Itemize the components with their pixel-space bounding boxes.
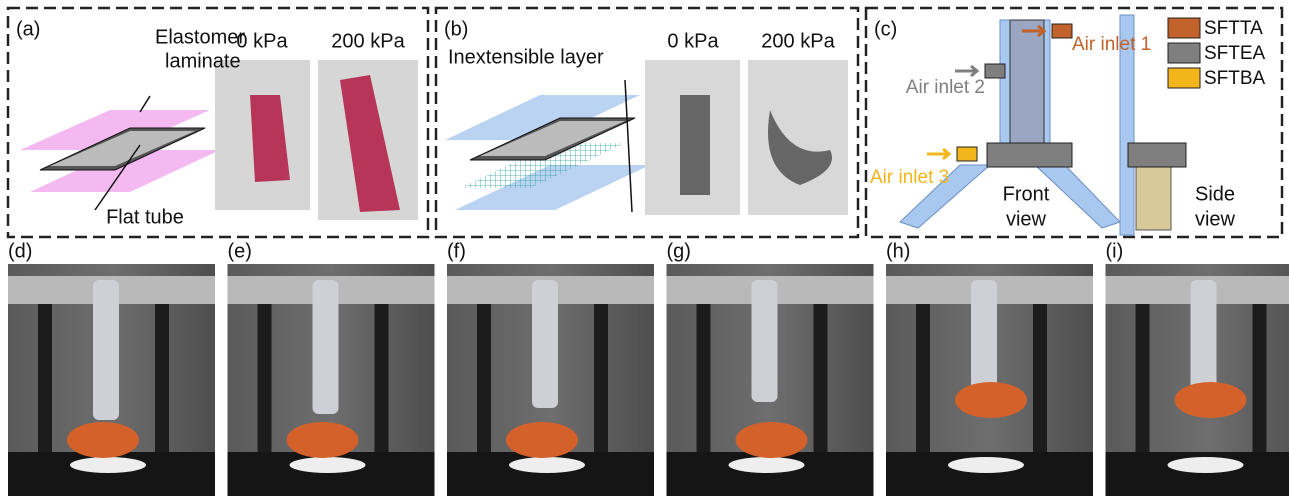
inlet [985,64,1005,78]
inlet [957,147,977,161]
schematic-b [445,80,650,212]
panel-label: (e) [228,240,252,262]
schematic-a [20,96,220,210]
legend-label: SFTBA [1204,68,1266,89]
base [290,457,366,473]
arrow [927,149,949,159]
panel-label: (f) [447,240,466,262]
label: laminate [165,50,241,72]
panel-label: (h) [886,240,910,262]
legend-swatch [1168,68,1200,88]
post [155,304,169,454]
post [594,304,608,454]
post [1033,304,1047,454]
panel-label: (a) [16,18,40,40]
panel-label: (g) [667,240,691,262]
gripper [1191,280,1217,390]
post [477,304,491,454]
gripper [313,280,339,414]
post [697,304,711,454]
inlet-label: Air inlet 2 [906,77,985,98]
label: Front [1003,183,1050,205]
label: 0 kPa [667,30,719,52]
panel-label: (c) [874,18,897,40]
base [509,457,585,473]
label: Flat tube [106,206,184,228]
photo-row [8,264,1289,496]
post [814,304,828,454]
label: 200 kPa [331,30,405,52]
post [1136,304,1150,454]
gripper [532,280,558,408]
panel-label: (b) [444,18,468,40]
capybara [287,422,359,458]
inlet [1052,24,1072,38]
label: Inextensible layer [448,46,604,68]
base [70,457,146,473]
label: 200 kPa [761,30,835,52]
label: Elastomer [155,26,245,48]
base [729,457,805,473]
label: view [1195,208,1236,230]
base [1168,457,1244,473]
capybara [1175,382,1247,418]
post [38,304,52,454]
panel-label: (d) [8,240,32,262]
legend-label: SFTTA [1204,18,1263,39]
legend-swatch [1168,43,1200,63]
post [258,304,272,454]
post [375,304,389,454]
post [1253,304,1267,454]
legend-label: SFTEA [1204,43,1266,64]
label: view [1006,208,1047,230]
capybara [955,382,1027,418]
arrow [955,66,977,76]
capybara [736,422,808,458]
gripper [752,280,778,402]
base [948,457,1024,473]
legend-swatch [1168,18,1200,38]
label: 0 kPa [236,30,288,52]
figure: (a) Elastomerlaminate Flat tube 0 kPa 200 kP… [0,0,1289,496]
capybara [506,422,578,458]
panel-label: (i) [1106,240,1124,262]
inlet-label: Air inlet 3 [870,167,949,188]
label: Side [1195,183,1235,205]
inlet-label: Air inlet 1 [1072,34,1151,55]
capybara [67,422,139,458]
tube [680,95,710,195]
post [916,304,930,454]
gripper [971,280,997,396]
photo [748,60,848,215]
gripper [93,280,119,420]
